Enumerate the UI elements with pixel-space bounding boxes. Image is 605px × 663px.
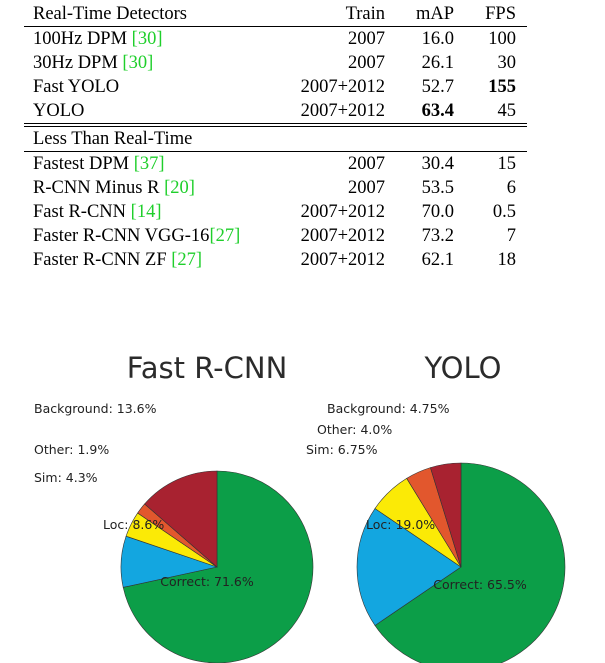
method-name: Faster R-CNN ZF [27] [33, 248, 202, 272]
table-row: 100Hz DPM [30] 2007 16.0 100 [24, 27, 527, 51]
method-label: Faster R-CNN VGG-16 [33, 226, 210, 246]
citation-link[interactable]: [30] [122, 53, 154, 73]
pie-label-other: Other: 1.9% [34, 442, 109, 457]
table-row: Faster R-CNN ZF [27] 2007+2012 62.1 18 [24, 248, 527, 272]
fps-value: 0.5 [492, 202, 516, 222]
pie-charts-svg: Fast R-CNN Correct: 71.6% Loc: 8.6% Sim: 4.… [34, 351, 566, 663]
method-name: Fast R-CNN [14] [33, 200, 161, 224]
pie-slice-background [144, 470, 218, 568]
method-name: Faster R-CNN VGG-16[27] [33, 224, 240, 248]
method-label: R-CNN Minus R [33, 178, 165, 198]
table-header-row: Real-Time Detectors Train mAP FPS [24, 2, 527, 26]
train-value: 2007+2012 [300, 226, 385, 246]
method-name: Fastest DPM [37] [33, 152, 165, 176]
pie-label-background: Background: 13.6% [34, 401, 157, 416]
train-value: 2007 [348, 53, 385, 73]
fps-value: 6 [506, 178, 516, 198]
map-value: 26.1 [421, 53, 454, 73]
method-name: YOLO [33, 99, 84, 123]
table-row: Fast YOLO 2007+2012 52.7 155 [24, 75, 527, 99]
citation-link[interactable]: [30] [131, 29, 163, 49]
method-label: 100Hz DPM [33, 29, 132, 49]
pie-slice-loc [356, 508, 462, 626]
fps-value: 7 [506, 226, 516, 246]
section-header-row: Less Than Real-Time [24, 127, 527, 151]
pie-title: YOLO [424, 351, 502, 385]
method-name: 30Hz DPM [30] [33, 51, 153, 75]
pie-label-correct: Correct: 65.5% [433, 577, 527, 592]
pie-label-background: Background: 4.75% [327, 401, 450, 416]
map-value: 73.2 [421, 226, 454, 246]
header-rule [24, 26, 527, 27]
table-row: YOLO 2007+2012 63.4 45 [24, 99, 527, 123]
map-value: 16.0 [421, 29, 454, 49]
section-title: Less Than Real-Time [33, 129, 193, 149]
method-label: Fast YOLO [33, 77, 120, 97]
citation-link[interactable]: [20] [164, 178, 195, 198]
citation-link[interactable]: [27] [171, 250, 203, 270]
map-value: 52.7 [421, 77, 454, 97]
header-method: Real-Time Detectors [33, 4, 187, 24]
method-name: R-CNN Minus R [20] [33, 176, 195, 200]
results-table: Real-Time Detectors Train mAP FPS 100Hz … [24, 2, 527, 272]
train-value: 2007+2012 [300, 77, 385, 97]
section-rule [24, 151, 527, 152]
pie-slice-background [430, 462, 462, 568]
method-label: 30Hz DPM [33, 53, 123, 73]
pie-label-sim: Sim: 6.75% [306, 442, 378, 457]
realtime-rows: 100Hz DPM [30] 2007 16.0 100 30Hz DPM [30] 20… [24, 27, 527, 123]
table-row: R-CNN Minus R [20] 2007 53.5 6 [24, 176, 527, 200]
fps-value: 100 [488, 29, 516, 49]
fps-value: 45 [497, 101, 517, 121]
map-value: 62.1 [421, 250, 454, 270]
header-fps: FPS [485, 4, 516, 24]
pie-label-sim: Sim: 4.3% [34, 470, 98, 485]
train-value: 2007+2012 [300, 101, 385, 121]
train-value: 2007+2012 [300, 202, 385, 222]
map-value: 63.4 [421, 101, 454, 121]
method-label: YOLO [33, 101, 85, 121]
train-value: 2007 [348, 154, 385, 174]
pie-label-loc: Loc: 8.6% [103, 517, 164, 532]
table-row: Fast R-CNN [14] 2007+2012 70.0 0.5 [24, 200, 527, 224]
table-row: 30Hz DPM [30] 2007 26.1 30 [24, 51, 527, 75]
fps-value: 155 [488, 77, 516, 97]
pie-chart: YOLO Correct: 65.5% Loc: 19.0% Sim: 6.75% Ot… [306, 351, 566, 663]
table-row: Fastest DPM [37] 2007 30.4 15 [24, 152, 527, 176]
fps-value: 30 [497, 53, 517, 73]
map-value: 70.0 [421, 202, 454, 222]
method-label: Fast R-CNN [33, 202, 131, 222]
pie-slice-correct [122, 470, 314, 663]
header-train: Train [345, 4, 385, 24]
method-label: Faster R-CNN ZF [33, 250, 172, 270]
citation-link[interactable]: [37] [133, 154, 165, 174]
method-name: 100Hz DPM [30] [33, 27, 163, 51]
train-value: 2007 [348, 178, 385, 198]
method-name: Fast YOLO [33, 75, 119, 99]
map-value: 30.4 [421, 154, 454, 174]
table-row: Faster R-CNN VGG-16[27] 2007+2012 73.2 7 [24, 224, 527, 248]
pie-title: Fast R-CNN [127, 351, 288, 385]
map-value: 53.5 [421, 178, 454, 198]
header-map: mAP [415, 4, 454, 24]
fps-value: 15 [497, 154, 517, 174]
slower-rows: Fastest DPM [37] 2007 30.4 15 R-CNN Minus R … [24, 152, 527, 272]
section-double-rule [24, 123, 527, 127]
pie-label-loc: Loc: 19.0% [366, 517, 435, 532]
train-value: 2007+2012 [300, 250, 385, 270]
citation-link[interactable]: [27] [209, 226, 241, 246]
pie-label-other: Other: 4.0% [317, 422, 392, 437]
method-label: Fastest DPM [33, 154, 134, 174]
citation-link[interactable]: [14] [130, 202, 162, 222]
pie-chart: Fast R-CNN Correct: 71.6% Loc: 8.6% Sim: 4.… [34, 351, 314, 663]
train-value: 2007 [348, 29, 385, 49]
error-analysis-figure: Fast R-CNN Correct: 71.6% Loc: 8.6% Sim: 4.… [0, 340, 605, 663]
pie-label-correct: Correct: 71.6% [160, 574, 254, 589]
fps-value: 18 [497, 250, 517, 270]
